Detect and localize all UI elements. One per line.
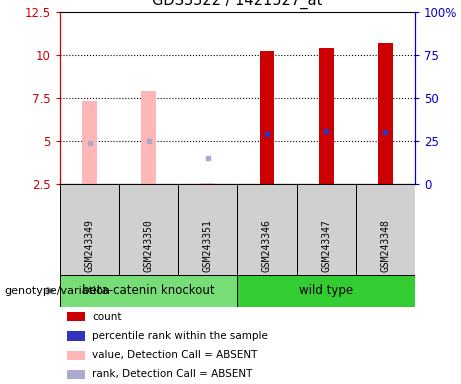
Bar — [82, 101, 97, 184]
Title: GDS3322 / 1421527_at: GDS3322 / 1421527_at — [152, 0, 323, 9]
Text: wild type: wild type — [299, 285, 353, 297]
Text: GSM243351: GSM243351 — [203, 219, 213, 272]
Bar — [67, 370, 85, 379]
Bar — [260, 51, 274, 184]
Bar — [378, 43, 393, 184]
Text: GSM243350: GSM243350 — [144, 219, 154, 272]
Text: percentile rank within the sample: percentile rank within the sample — [92, 331, 268, 341]
Bar — [60, 184, 119, 275]
Text: rank, Detection Call = ABSENT: rank, Detection Call = ABSENT — [92, 369, 252, 379]
Text: beta-catenin knockout: beta-catenin knockout — [83, 285, 215, 297]
Text: GSM243349: GSM243349 — [84, 219, 95, 272]
Bar — [119, 184, 178, 275]
Bar — [67, 331, 85, 341]
Text: GSM243348: GSM243348 — [380, 219, 390, 272]
Bar — [178, 184, 237, 275]
Bar — [141, 91, 156, 184]
Bar — [67, 312, 85, 321]
Bar — [60, 275, 237, 307]
Text: value, Detection Call = ABSENT: value, Detection Call = ABSENT — [92, 350, 257, 360]
Bar — [296, 184, 356, 275]
Bar — [201, 183, 215, 184]
Bar — [67, 351, 85, 360]
Text: GSM243347: GSM243347 — [321, 219, 331, 272]
Text: GSM243346: GSM243346 — [262, 219, 272, 272]
Text: genotype/variation: genotype/variation — [5, 286, 111, 296]
Bar — [237, 184, 296, 275]
Bar — [356, 184, 415, 275]
Bar — [319, 48, 334, 184]
Text: count: count — [92, 312, 121, 322]
Bar — [237, 275, 415, 307]
